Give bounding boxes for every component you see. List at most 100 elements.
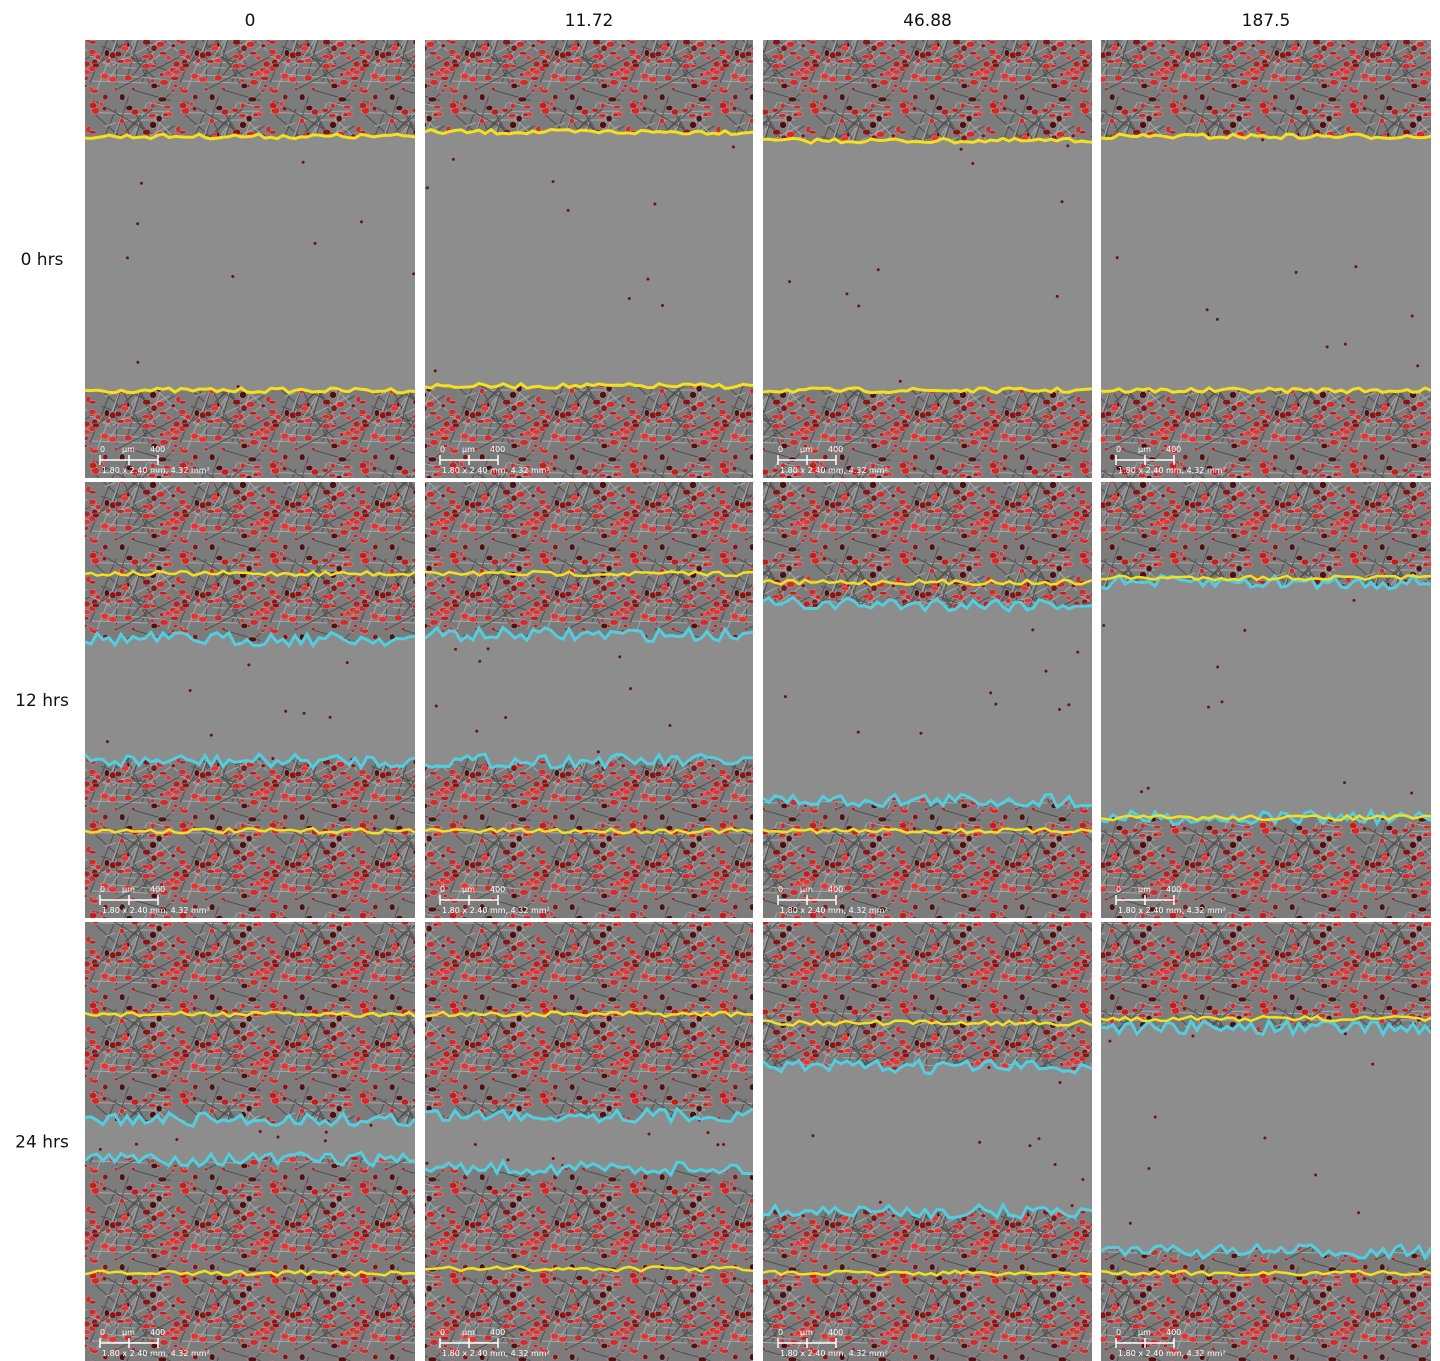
debris bbox=[259, 1130, 262, 1133]
debris bbox=[136, 222, 139, 225]
debris bbox=[1295, 271, 1298, 274]
debris bbox=[1344, 343, 1347, 346]
debris bbox=[435, 704, 438, 707]
debris bbox=[646, 278, 649, 281]
debris bbox=[106, 740, 109, 743]
debris bbox=[811, 1134, 814, 1137]
scale-end: 400 bbox=[828, 445, 843, 454]
debris bbox=[661, 304, 664, 307]
row-label: 24 hrs bbox=[15, 1133, 69, 1153]
debris bbox=[434, 369, 437, 372]
field-size: 1.80 x 2.40 mm, 4.32 mm² bbox=[1118, 466, 1226, 475]
debris bbox=[1028, 1144, 1031, 1147]
column-header: 0 bbox=[245, 11, 256, 31]
debris bbox=[552, 1157, 555, 1160]
debris bbox=[989, 691, 992, 694]
debris bbox=[1054, 1163, 1057, 1166]
debris bbox=[412, 272, 415, 275]
field-size: 1.80 x 2.40 mm, 4.32 mm² bbox=[780, 466, 888, 475]
debris bbox=[648, 1133, 651, 1136]
debris bbox=[1102, 624, 1105, 627]
figure: 011.7246.88187.50 hrs12 hrs24 hrs0µm4001… bbox=[0, 0, 1440, 1361]
debris bbox=[1067, 703, 1070, 706]
debris bbox=[1263, 1137, 1266, 1140]
debris bbox=[325, 1131, 328, 1134]
scale-unit: µm bbox=[462, 445, 475, 454]
debris bbox=[877, 268, 880, 271]
debris bbox=[504, 716, 507, 719]
debris bbox=[426, 186, 429, 189]
wound-gap bbox=[85, 632, 415, 767]
scale-start: 0 bbox=[1116, 445, 1121, 454]
field-size: 1.80 x 2.40 mm, 4.32 mm² bbox=[780, 1349, 888, 1358]
scale-start: 0 bbox=[778, 885, 783, 894]
scale-start: 0 bbox=[100, 445, 105, 454]
scale-start: 0 bbox=[100, 1328, 105, 1337]
debris bbox=[302, 161, 305, 164]
debris bbox=[1343, 781, 1346, 784]
debris bbox=[126, 256, 129, 259]
field-size: 1.80 x 2.40 mm, 4.32 mm² bbox=[102, 1349, 210, 1358]
debris bbox=[919, 732, 922, 735]
debris bbox=[552, 180, 555, 183]
debris bbox=[1108, 1040, 1111, 1043]
debris bbox=[284, 710, 287, 713]
scale-start: 0 bbox=[440, 885, 445, 894]
debris bbox=[303, 712, 306, 715]
debris bbox=[475, 730, 478, 733]
scale-end: 400 bbox=[150, 885, 165, 894]
scale-start: 0 bbox=[100, 885, 105, 894]
image-panel: 0µm4001.80 x 2.40 mm, 4.32 mm² bbox=[1101, 40, 1431, 478]
wound-gap bbox=[1101, 1021, 1431, 1259]
scale-unit: µm bbox=[122, 885, 135, 894]
debris bbox=[1038, 1137, 1041, 1140]
debris bbox=[629, 687, 632, 690]
debris bbox=[99, 1148, 102, 1151]
debris bbox=[978, 1141, 981, 1144]
debris bbox=[1059, 1081, 1062, 1084]
field-size: 1.80 x 2.40 mm, 4.32 mm² bbox=[780, 906, 888, 915]
scale-unit: µm bbox=[462, 885, 475, 894]
debris bbox=[1220, 700, 1223, 703]
debris bbox=[879, 1201, 882, 1204]
image-panel: 0µm4001.80 x 2.40 mm, 4.32 mm² bbox=[425, 482, 753, 918]
scale-start: 0 bbox=[1116, 1328, 1121, 1337]
debris bbox=[1129, 1222, 1132, 1225]
wound-gap bbox=[425, 130, 753, 389]
image-panel: 0µm4001.80 x 2.40 mm, 4.32 mm² bbox=[425, 922, 753, 1361]
debris bbox=[784, 695, 787, 698]
debris bbox=[1357, 1211, 1360, 1214]
scale-end: 400 bbox=[1166, 885, 1181, 894]
scale-end: 400 bbox=[150, 445, 165, 454]
scale-unit: µm bbox=[800, 885, 813, 894]
debris bbox=[845, 292, 848, 295]
debris bbox=[1261, 138, 1264, 141]
scale-end: 400 bbox=[1166, 1328, 1181, 1337]
field-size: 1.80 x 2.40 mm, 4.32 mm² bbox=[442, 466, 550, 475]
scale-unit: µm bbox=[122, 445, 135, 454]
scale-end: 400 bbox=[490, 1328, 505, 1337]
scale-end: 400 bbox=[150, 1328, 165, 1337]
debris bbox=[1140, 790, 1143, 793]
debris bbox=[1044, 670, 1047, 673]
wound-gap bbox=[763, 598, 1092, 807]
debris bbox=[994, 703, 997, 706]
wound-gap bbox=[1101, 575, 1431, 824]
debris bbox=[1116, 256, 1119, 259]
debris bbox=[313, 242, 316, 245]
debris bbox=[1058, 708, 1061, 711]
debris bbox=[960, 148, 963, 151]
scale-unit: µm bbox=[800, 445, 813, 454]
scale-end: 400 bbox=[1166, 445, 1181, 454]
wound-gap bbox=[85, 134, 415, 393]
image-panel: 0µm4001.80 x 2.40 mm, 4.32 mm² bbox=[85, 40, 415, 478]
debris bbox=[487, 647, 490, 650]
scale-end: 400 bbox=[490, 445, 505, 454]
wound-gap bbox=[763, 138, 1092, 392]
debris bbox=[454, 648, 457, 651]
debris bbox=[1071, 1204, 1074, 1207]
